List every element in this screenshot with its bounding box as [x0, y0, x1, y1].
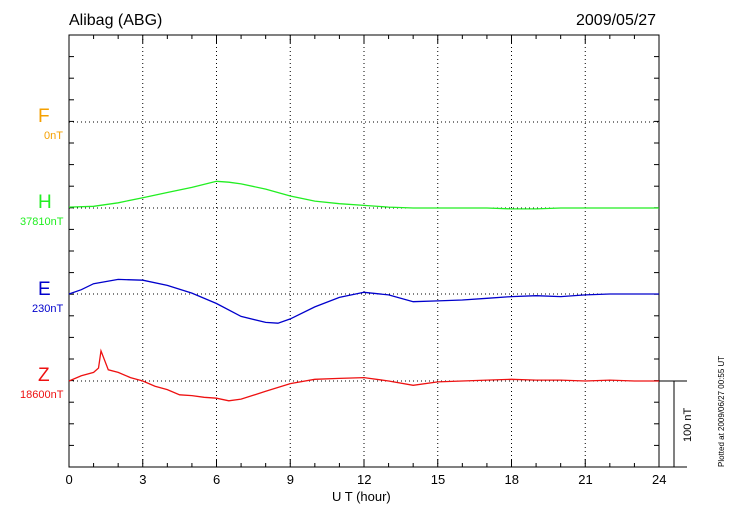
- x-tick-label: 6: [213, 472, 221, 487]
- series-baseline-f: 0nT: [44, 130, 63, 142]
- date-title: 2009/05/27: [576, 12, 657, 29]
- station-title: Alibag (ABG): [69, 12, 163, 29]
- plotted-at-footer: Plotted at 2009/06/27 00:55 UT: [717, 355, 726, 467]
- series-lines: [68, 180, 659, 402]
- x-tick-label: 9: [286, 472, 294, 487]
- scale-label: 100 nT: [682, 407, 694, 442]
- x-axis-label: U T (hour): [332, 489, 391, 504]
- series-name-f: F: [38, 106, 50, 127]
- x-tick-label: 24: [652, 472, 667, 487]
- x-tick-label: 12: [357, 472, 372, 487]
- x-tick-label: 15: [430, 472, 446, 487]
- scale-bar: [659, 380, 687, 468]
- grid: [69, 35, 659, 467]
- series-line-z: [68, 348, 659, 402]
- series-name-e: E: [38, 279, 51, 300]
- x-tick-label: 3: [139, 472, 147, 487]
- plot-frame: [68, 34, 660, 468]
- series-line-e: [68, 278, 659, 324]
- x-tick-label: 0: [65, 472, 73, 487]
- series-name-h: H: [38, 192, 52, 213]
- x-tick-label: 21: [578, 472, 593, 487]
- x-tick-label: 18: [504, 472, 519, 487]
- series-name-z: Z: [38, 365, 50, 386]
- series-baseline-z: 18600nT: [20, 389, 64, 401]
- series-baseline-e: 230nT: [32, 303, 64, 315]
- series-baseline-h: 37810nT: [20, 216, 64, 228]
- series-line-h: [68, 180, 659, 210]
- tick-marks: [68, 35, 660, 467]
